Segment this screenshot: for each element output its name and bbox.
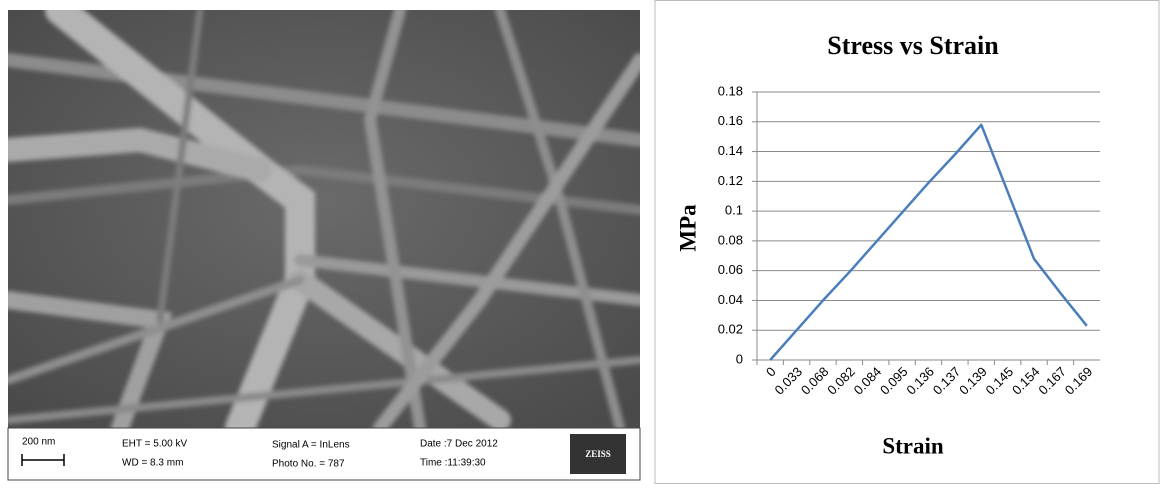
y-tick-label: 0.12	[718, 173, 743, 188]
y-tick-label: 0.1	[725, 203, 743, 218]
y-tick-label: 0.06	[718, 262, 743, 277]
y-tick-label: 0.14	[718, 143, 743, 158]
scale-bar-label: 200 nm	[22, 437, 55, 448]
eht: EHT = 5.00 kV	[122, 439, 187, 450]
wd: WD = 8.3 mm	[122, 458, 183, 469]
y-tick-label: 0.18	[718, 83, 743, 98]
y-axis-label: MPa	[675, 204, 700, 252]
signal: Signal A = InLens	[272, 440, 350, 451]
y-tick-label: 0.08	[718, 232, 743, 247]
date: Date :7 Dec 2012	[420, 439, 498, 450]
y-tick-label: 0.16	[718, 113, 743, 128]
photo-no: Photo No. = 787	[272, 459, 345, 470]
logo: ZEISS	[585, 449, 611, 459]
chart-title: Stress vs Strain	[827, 31, 999, 60]
y-tick-label: 0.02	[718, 322, 743, 337]
page: 200 nm EHT = 5.00 kV WD = 8.3 mm Signal …	[0, 0, 1160, 484]
x-axis-label: Strain	[882, 433, 944, 458]
y-tick-label: 0.04	[718, 292, 743, 307]
time: Time :11:39:30	[420, 458, 486, 469]
y-tick-label: 0	[736, 351, 743, 366]
sem-image	[0, 0, 646, 484]
figure: 200 nm EHT = 5.00 kV WD = 8.3 mm Signal …	[0, 0, 1160, 484]
